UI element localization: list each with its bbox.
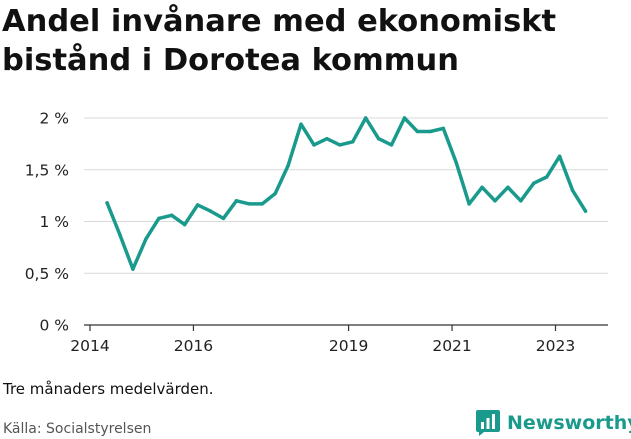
- data-point: [506, 185, 510, 190]
- bar-chart-speech-bubble-icon: [476, 410, 500, 436]
- data-point: [557, 154, 562, 159]
- data-point: [428, 129, 433, 134]
- data-point: [402, 116, 407, 120]
- data-point: [338, 143, 342, 147]
- data-point: [208, 209, 213, 213]
- data-point: [105, 201, 109, 205]
- x-axis: 2014 2016 2019 2021 2023: [70, 324, 608, 355]
- data-point: [480, 185, 484, 190]
- data-point: [221, 216, 226, 221]
- data-point: [415, 129, 420, 134]
- chart-note: Tre månaders medelvärden.: [3, 380, 214, 398]
- data-point: [118, 233, 122, 237]
- data-point: [131, 267, 135, 271]
- data-point: [441, 126, 446, 131]
- brand-logo: Newsworthy: [476, 410, 631, 436]
- x-tick-label-1: 2016: [174, 337, 213, 355]
- data-point: [182, 222, 187, 227]
- data-point: [376, 136, 381, 141]
- data-point: [260, 202, 264, 206]
- x-tick-label-3: 2021: [432, 337, 471, 355]
- data-point: [325, 136, 329, 141]
- y-tick-label-1: 0,5 %: [25, 265, 69, 283]
- series-line-0: [105, 116, 588, 271]
- data-point: [286, 163, 290, 168]
- y-tick-label-0: 0 %: [39, 317, 69, 335]
- source-label: Källa: Socialstyrelsen: [3, 421, 152, 437]
- data-point: [363, 116, 368, 120]
- chart-title-line-2: bistånd i Dorotea kommun: [2, 43, 459, 78]
- x-tick-label-2: 2019: [329, 337, 368, 355]
- data-point: [273, 191, 277, 196]
- gridlines: [84, 117, 608, 274]
- x-tick-label-0: 2014: [70, 337, 109, 355]
- data-point: [583, 209, 588, 213]
- data-point: [519, 199, 523, 203]
- data-point: [234, 199, 239, 203]
- data-point: [312, 143, 316, 147]
- chart-title: Andel invånare med ekonomiskt bistånd i …: [2, 2, 627, 80]
- y-tick-label-3: 1,5 %: [25, 161, 69, 179]
- data-point: [467, 202, 471, 206]
- data-point: [454, 160, 458, 165]
- data-point: [195, 203, 200, 207]
- data-point: [544, 175, 549, 179]
- data-point: [350, 140, 355, 144]
- data-point: [144, 237, 148, 241]
- data-point: [389, 143, 394, 147]
- y-tick-label-4: 2 %: [39, 110, 69, 128]
- data-point: [570, 188, 575, 193]
- data-point: [247, 202, 252, 206]
- chart-title-line-1: Andel invånare med ekonomiskt: [2, 4, 557, 39]
- data-point: [157, 216, 161, 221]
- series-group: [105, 116, 588, 271]
- y-tick-label-2: 1 %: [39, 213, 69, 231]
- brand-name: Newsworthy: [507, 412, 631, 434]
- y-axis-tick-labels: 0 % 0,5 % 1 % 1,5 % 2 %: [25, 110, 69, 335]
- data-point: [169, 213, 174, 218]
- data-point: [299, 122, 303, 126]
- x-tick-label-4: 2023: [536, 337, 575, 355]
- data-point: [493, 199, 497, 203]
- data-point: [532, 181, 536, 185]
